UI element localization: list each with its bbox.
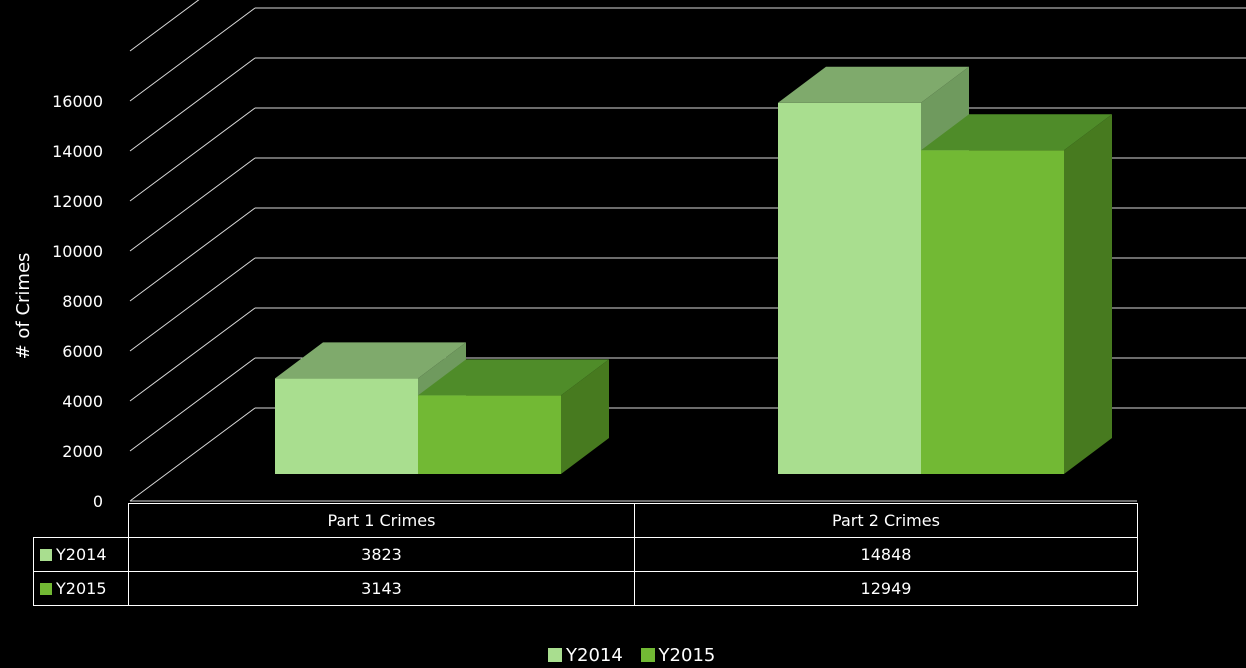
data-table-header-row: Part 1 Crimes Part 2 Crimes xyxy=(34,503,1138,538)
y-tick-label: 2000 xyxy=(62,442,103,461)
bar-top-face xyxy=(275,342,466,379)
legend-item-y2015: Y2015 xyxy=(640,645,716,666)
gridline-side xyxy=(129,307,256,402)
bar-front-face xyxy=(275,378,418,474)
y-tick-label: 12000 xyxy=(52,192,103,211)
bar-front-face xyxy=(418,395,561,474)
bar-y2015-2 xyxy=(921,114,1112,475)
data-table-cell: 3823 xyxy=(128,537,635,572)
gridline-side xyxy=(129,107,256,202)
bar-top-face xyxy=(921,114,1112,151)
data-table-series-name: Y2015 xyxy=(56,579,107,598)
y-tick-label: 10000 xyxy=(52,242,103,261)
bar-front-face xyxy=(778,102,921,475)
legend-label: Y2015 xyxy=(658,645,716,666)
bar-side-face xyxy=(1064,114,1112,475)
bars xyxy=(275,66,1112,475)
gridline-side xyxy=(129,0,200,52)
data-table-row-y2015: Y2015 3143 12949 xyxy=(33,571,1138,606)
data-table-series-name: Y2014 xyxy=(56,545,107,564)
bar-top-face xyxy=(778,66,969,103)
bar-side-face xyxy=(561,359,609,474)
y-tick-label: 16000 xyxy=(52,92,103,111)
gridline-side xyxy=(129,207,256,302)
y-tick-label: 14000 xyxy=(52,142,103,161)
bar-front-face xyxy=(921,150,1064,474)
legend-item-y2014: Y2014 xyxy=(548,645,623,666)
y-tick-label: 0 xyxy=(93,492,103,511)
bar-y2015-1 xyxy=(418,359,609,474)
gridline-side xyxy=(129,407,256,502)
data-table-series-label-y2014: Y2014 xyxy=(33,537,129,572)
data-table: Part 1 Crimes Part 2 Crimes Y2014 3823 1… xyxy=(33,503,1138,606)
y2014-swatch xyxy=(40,549,52,561)
legend-label: Y2014 xyxy=(566,645,623,666)
y-tick-label: 6000 xyxy=(62,342,103,361)
y-axis-ticks: 0 2000 4000 6000 8000 10000 12000 14000 16000 xyxy=(52,92,103,511)
gridline-side xyxy=(129,57,256,152)
legend-swatch-y2014 xyxy=(548,648,562,662)
gridline-side xyxy=(129,7,256,102)
gridline-side xyxy=(129,157,256,252)
data-table-cell: 12949 xyxy=(634,571,1138,606)
data-table-row-y2014: Y2014 3823 14848 xyxy=(33,537,1138,572)
y-tick-label: 4000 xyxy=(62,392,103,411)
data-table-cell: 3143 xyxy=(128,571,635,606)
data-table-cell: 14848 xyxy=(634,537,1138,572)
gridline-side xyxy=(129,257,256,352)
data-table-category-1: Part 1 Crimes xyxy=(128,503,635,538)
gridline-side xyxy=(129,357,256,452)
legend-swatch-y2015 xyxy=(640,648,655,662)
y-axis-label: # of Crimes xyxy=(13,253,34,360)
legend: Y2014 Y2015 xyxy=(548,645,727,666)
data-table-series-label-y2015: Y2015 xyxy=(33,571,129,606)
y2015-swatch xyxy=(40,583,52,595)
data-table-category-2: Part 2 Crimes xyxy=(634,503,1138,538)
bar-top-face xyxy=(418,359,609,396)
y-tick-label: 8000 xyxy=(62,292,103,311)
data-table-corner xyxy=(34,504,129,538)
